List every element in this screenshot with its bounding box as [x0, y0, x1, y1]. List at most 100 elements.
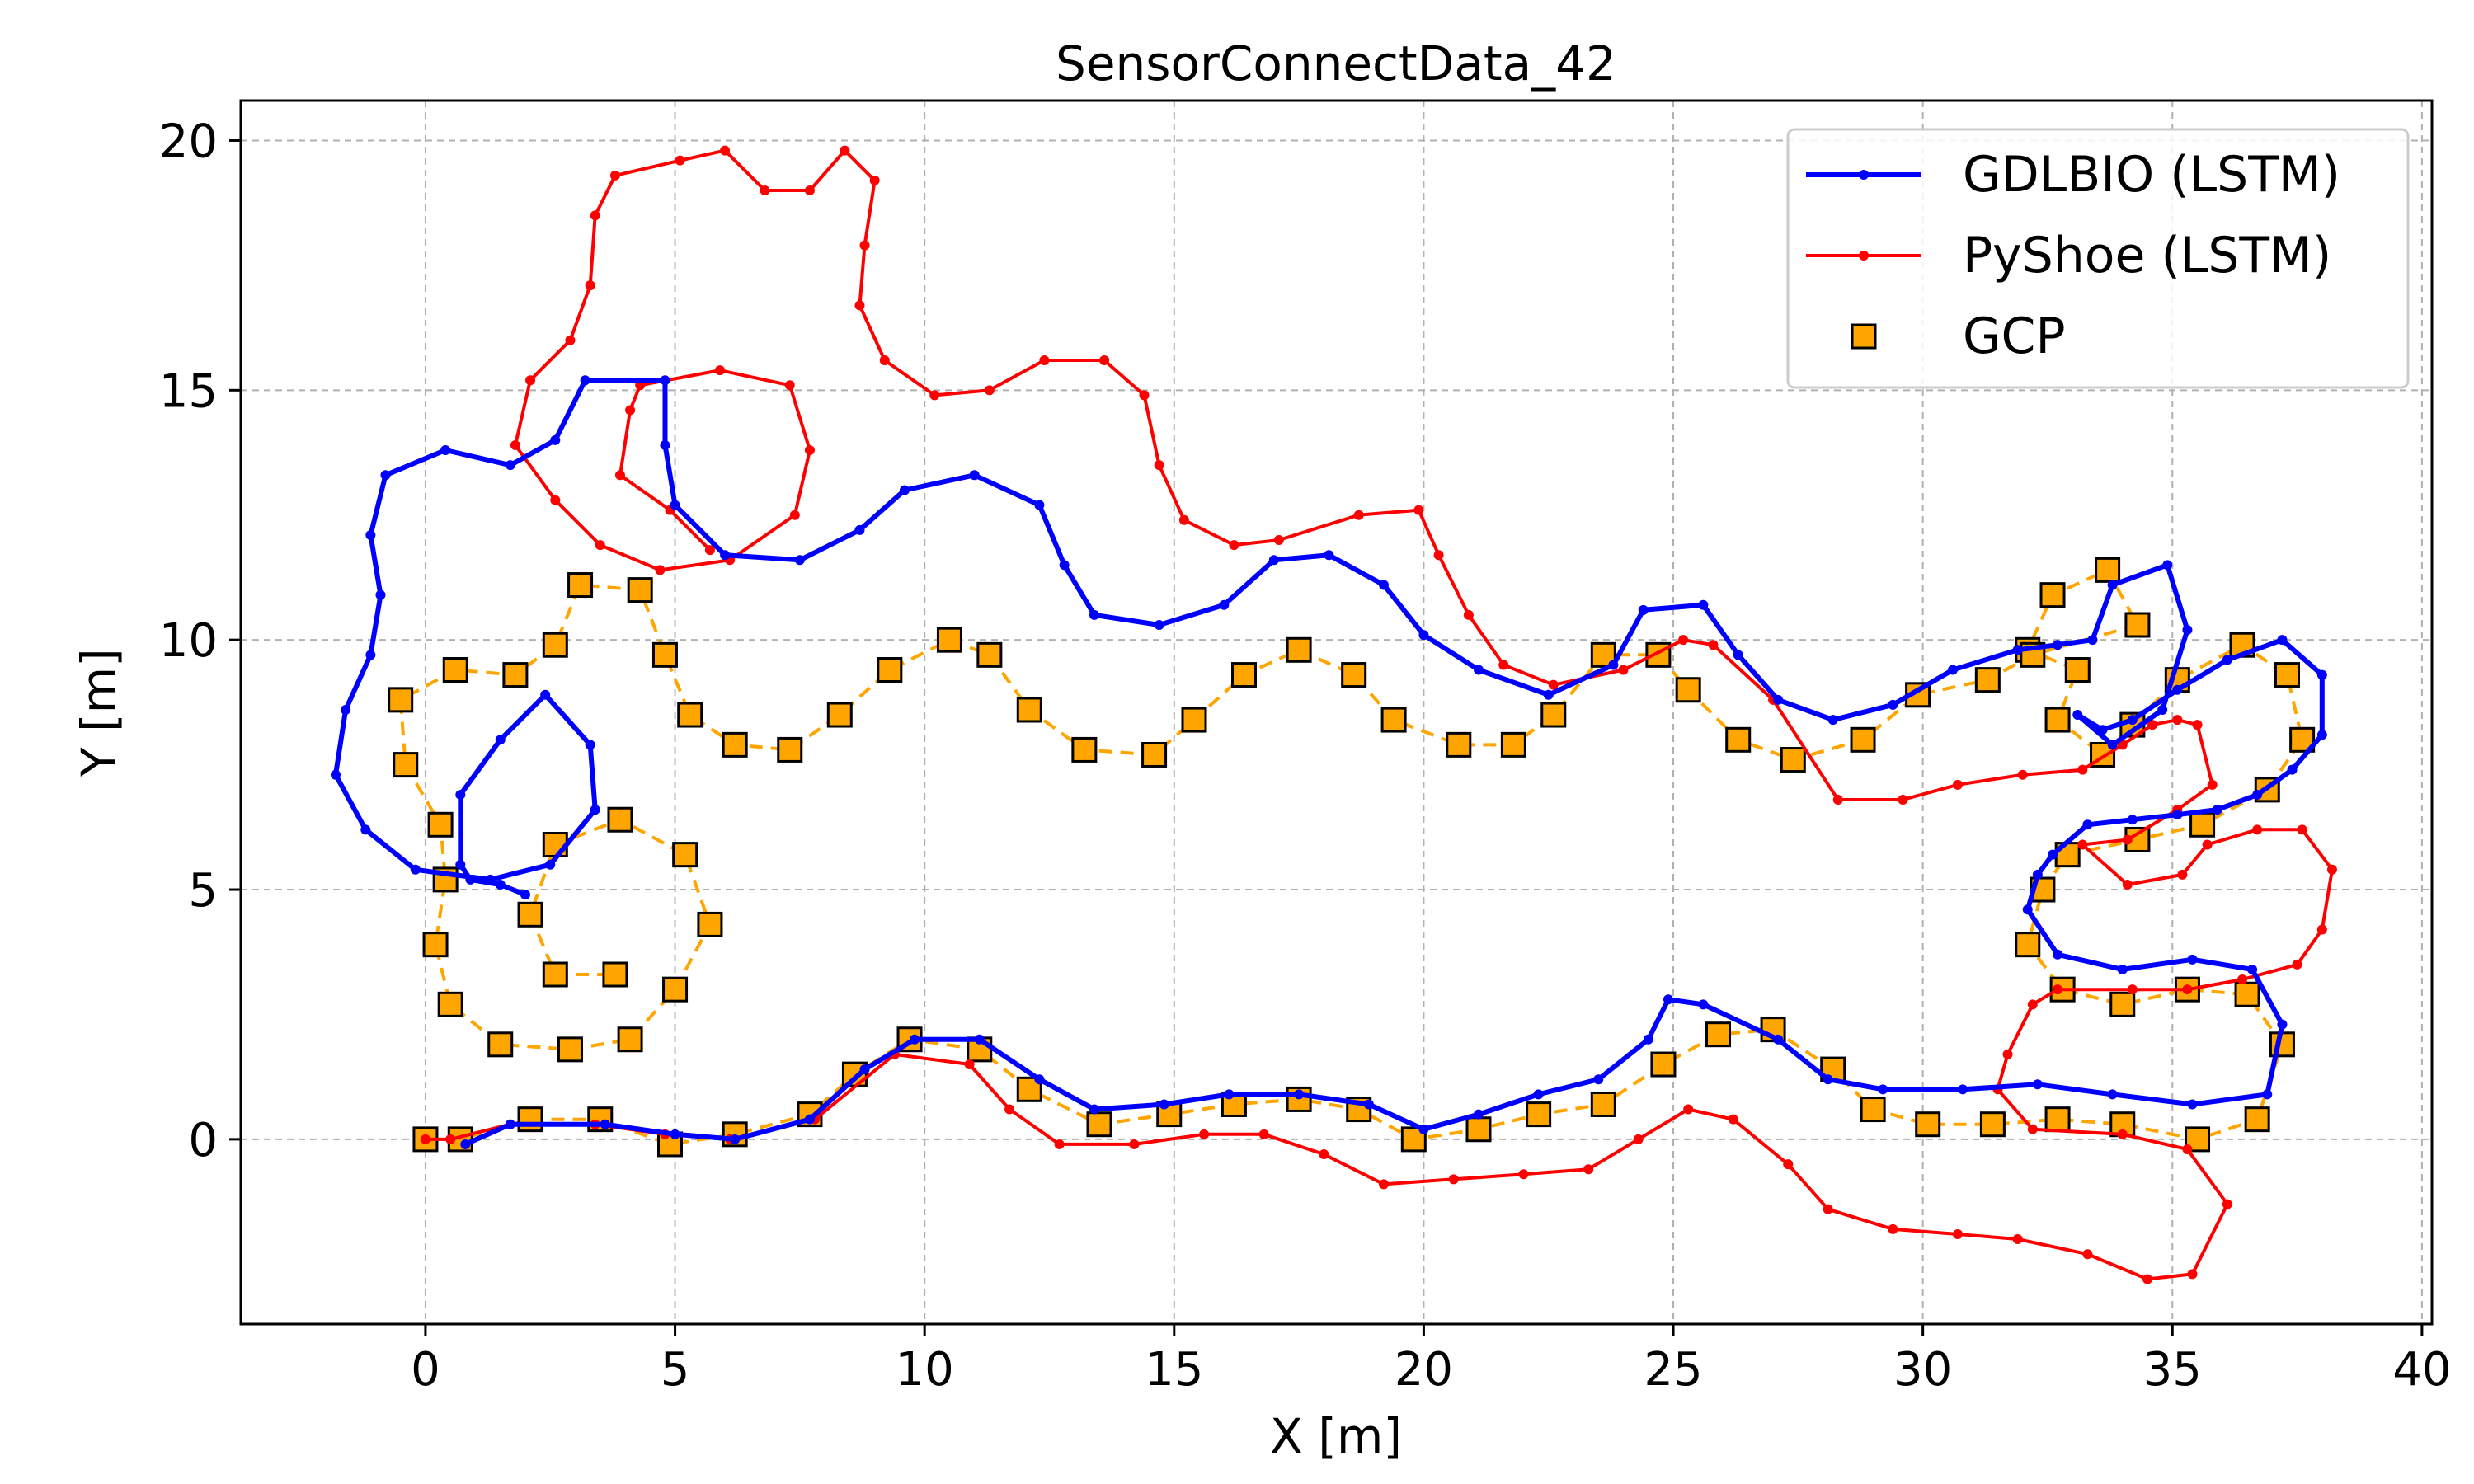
- gcp-marker: [542, 632, 568, 658]
- pyshoe-lstm-point: [1129, 1139, 1140, 1149]
- gcp-marker: [2090, 741, 2116, 768]
- gdlbio-lstm-point: [1827, 715, 1838, 726]
- pyshoe-lstm-point: [2207, 779, 2218, 790]
- pyshoe-lstm-point: [550, 495, 561, 505]
- gdlbio-lstm-point: [859, 1064, 870, 1075]
- gcp-marker: [2039, 582, 2066, 608]
- gdlbio-lstm-point: [1324, 550, 1334, 561]
- gdlbio-lstm-point: [2022, 904, 2033, 915]
- gcp-marker: [662, 976, 689, 1003]
- x-tick-label: 20: [1395, 1343, 1453, 1397]
- pyshoe-lstm-point: [1708, 640, 1719, 650]
- gdlbio-lstm-point: [660, 439, 670, 450]
- pyshoe-lstm-point: [510, 439, 520, 450]
- pyshoe-lstm-point: [625, 405, 636, 416]
- pyshoe-lstm-point: [420, 1134, 430, 1144]
- gdlbio-lstm-point: [2277, 1019, 2288, 1030]
- pyshoe-lstm-point: [595, 540, 605, 551]
- pyshoe-lstm-point: [760, 186, 770, 196]
- pyshoe-lstm-point: [2172, 715, 2183, 726]
- gdlbio-lstm-point: [1533, 1089, 1544, 1100]
- pyshoe-lstm-point: [1898, 795, 1908, 805]
- gcp-marker: [502, 662, 529, 688]
- gdlbio-lstm-point: [2172, 684, 2183, 695]
- pyshoe-lstm-point: [2012, 1234, 2023, 1245]
- gdlbio-lstm-point: [1034, 500, 1045, 510]
- pyshoe-lstm-point: [2316, 924, 2327, 935]
- gcp-marker: [427, 811, 454, 838]
- gdlbio-lstm-point: [1378, 580, 1389, 590]
- pyshoe-lstm-point: [2002, 1049, 2013, 1059]
- gdlbio-lstm-point: [2048, 849, 2058, 860]
- gdlbio-lstm-line: [333, 378, 2325, 1147]
- legend-label-gcp: GCP: [1963, 308, 2066, 365]
- gcp-marker: [1016, 697, 1042, 723]
- y-tick-label: 5: [188, 864, 218, 918]
- gcp-marker: [672, 842, 698, 868]
- gdlbio-lstm-point: [1663, 994, 1673, 1005]
- gdlbio-lstm-point: [600, 1119, 610, 1129]
- pyshoe-lstm-point: [2053, 984, 2063, 995]
- gcp-marker: [976, 641, 1003, 668]
- gdlbio-lstm-point: [1823, 1074, 1833, 1085]
- pyshoe-lstm-point: [1099, 355, 1110, 365]
- gdlbio-lstm-point: [365, 529, 376, 540]
- pyshoe-lstm-point: [2077, 764, 2088, 775]
- pyshoe-lstm-point: [964, 1059, 975, 1070]
- pyshoe-lstm-point: [2127, 984, 2138, 995]
- gdlbio-lstm-point: [1473, 665, 1484, 675]
- gdlbio-lstm-point: [341, 704, 351, 715]
- gdlbio-lstm-point: [505, 460, 515, 471]
- pyshoe-lstm-point: [675, 155, 685, 166]
- pyshoe-lstm-point: [1548, 679, 1559, 690]
- gdlbio-lstm-point: [1089, 1104, 1099, 1115]
- pyshoe-lstm-point: [1678, 635, 1689, 646]
- gcp-marker: [1526, 1101, 1552, 1128]
- gdlbio-lstm-point: [2053, 949, 2063, 960]
- gcp-marker: [1465, 1116, 1492, 1143]
- legend: GDLBIO (LSTM) PyShoe (LSTM) GCP: [1786, 128, 2410, 389]
- gcp-marker: [542, 832, 568, 858]
- pyshoe-lstm-point: [1258, 1129, 1269, 1139]
- gcp-marker: [1181, 707, 1207, 733]
- legend-marker-gdlbio: [1859, 170, 1869, 180]
- gcp-marker: [1915, 1111, 1941, 1138]
- gcp-marker: [2289, 726, 2316, 753]
- gcp-marker: [1590, 641, 1616, 668]
- pyshoe-lstm-point: [2182, 984, 2193, 995]
- gcp-marker: [1341, 662, 1367, 688]
- gcp-marker: [877, 657, 903, 683]
- gcp-marker: [607, 806, 633, 833]
- pyshoe-lstm-point: [1498, 660, 1509, 670]
- pyshoe-lstm-point: [2142, 1274, 2153, 1284]
- gdlbio-lstm-point: [1698, 599, 1709, 610]
- gcp-marker: [2095, 556, 2121, 583]
- pyshoe-lstm-point: [2292, 959, 2302, 970]
- pyshoe-lstm-point: [1633, 1134, 1644, 1144]
- gdlbio-lstm-point: [910, 1034, 920, 1045]
- axes: [239, 99, 2434, 1326]
- gcp-marker: [1086, 1111, 1112, 1138]
- gdlbio-lstm-point: [2087, 635, 2098, 646]
- gdlbio-lstm-point: [670, 1129, 680, 1139]
- pyshoe-lstm-point: [879, 355, 890, 365]
- gdlbio-lstm-point: [1224, 1089, 1235, 1100]
- gdlbio-lstm-point: [969, 470, 980, 481]
- gcp-marker: [777, 736, 803, 763]
- gdlbio-lstm-point: [1089, 609, 1099, 620]
- gcp-marker: [2109, 991, 2136, 1017]
- gdlbio-lstm-point: [2287, 764, 2298, 775]
- pyshoe-lstm-point: [784, 380, 795, 391]
- chart-title: SensorConnectData_42: [1056, 35, 1616, 92]
- gdlbio-lstm-point: [460, 1139, 471, 1149]
- gcp-marker: [1590, 1091, 1616, 1117]
- pyshoe-lstm-point: [1139, 390, 1150, 401]
- pyshoe-lstm-point: [609, 170, 620, 181]
- series-gcp: [388, 556, 2316, 1158]
- gdlbio-lstm-point: [580, 375, 590, 386]
- gdlbio-lstm-point: [440, 445, 451, 455]
- pyshoe-lstm-point: [1229, 540, 1239, 551]
- gcp-marker: [602, 961, 628, 988]
- gdlbio-lstm-point: [660, 375, 670, 386]
- gdlbio-lstm-point: [2107, 580, 2118, 590]
